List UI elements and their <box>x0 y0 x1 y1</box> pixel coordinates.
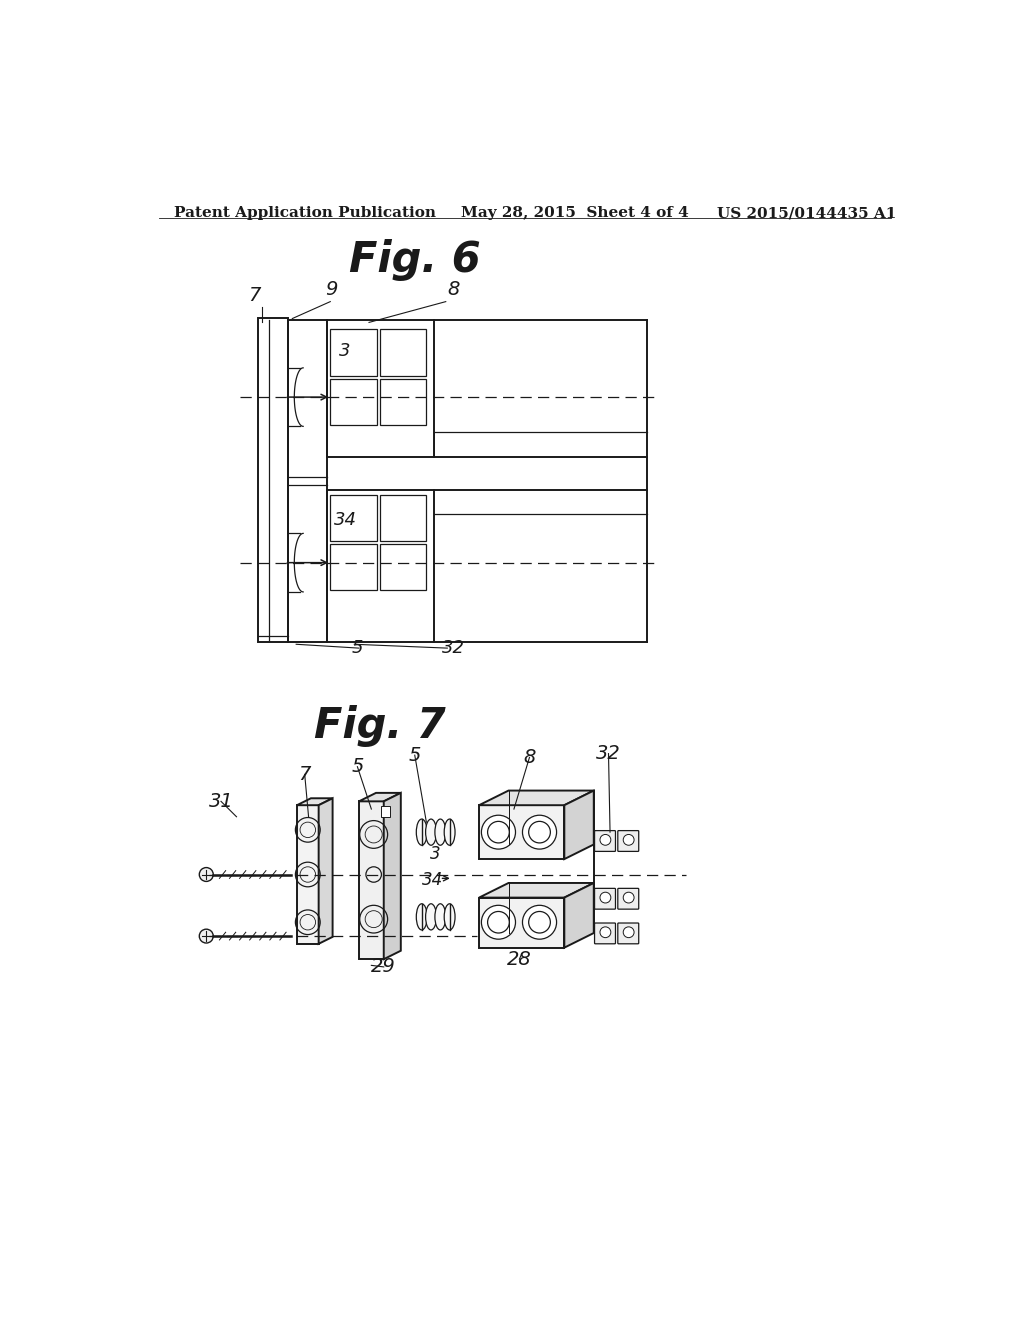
FancyBboxPatch shape <box>617 888 639 909</box>
Text: 32: 32 <box>442 639 465 657</box>
Text: 28: 28 <box>507 949 531 969</box>
Circle shape <box>624 834 634 845</box>
Text: 32: 32 <box>596 744 621 763</box>
Circle shape <box>481 816 515 849</box>
FancyBboxPatch shape <box>595 923 615 944</box>
Polygon shape <box>297 805 318 944</box>
Ellipse shape <box>426 904 436 929</box>
Text: 8: 8 <box>523 748 536 767</box>
Polygon shape <box>479 898 564 948</box>
Polygon shape <box>381 807 390 817</box>
Circle shape <box>200 867 213 882</box>
Text: May 28, 2015  Sheet 4 of 4: May 28, 2015 Sheet 4 of 4 <box>461 206 689 220</box>
Text: 5: 5 <box>351 758 364 776</box>
Polygon shape <box>479 805 564 859</box>
Circle shape <box>600 834 611 845</box>
Text: Patent Application Publication: Patent Application Publication <box>174 206 436 220</box>
Polygon shape <box>359 801 384 960</box>
Text: 34: 34 <box>334 511 356 529</box>
Polygon shape <box>564 883 594 948</box>
FancyBboxPatch shape <box>595 830 615 851</box>
Text: 3: 3 <box>430 845 441 863</box>
Text: Fig. 6: Fig. 6 <box>349 239 480 281</box>
Circle shape <box>200 929 213 942</box>
Text: 31: 31 <box>209 792 233 810</box>
Text: 29: 29 <box>372 957 396 977</box>
Polygon shape <box>479 883 594 898</box>
Text: 9: 9 <box>326 280 338 300</box>
Polygon shape <box>297 799 333 805</box>
Circle shape <box>600 927 611 937</box>
Ellipse shape <box>444 818 455 845</box>
Text: US 2015/0144435 A1: US 2015/0144435 A1 <box>717 206 896 220</box>
Polygon shape <box>479 791 594 805</box>
Ellipse shape <box>444 904 455 929</box>
Ellipse shape <box>435 818 445 845</box>
Text: 5: 5 <box>351 639 364 657</box>
Ellipse shape <box>435 904 445 929</box>
Ellipse shape <box>417 818 427 845</box>
Circle shape <box>624 927 634 937</box>
Text: 8: 8 <box>447 280 460 300</box>
Polygon shape <box>384 793 400 960</box>
Circle shape <box>522 906 557 940</box>
Text: 3: 3 <box>339 342 351 359</box>
Circle shape <box>600 892 611 903</box>
FancyBboxPatch shape <box>617 830 639 851</box>
Polygon shape <box>359 793 400 801</box>
Polygon shape <box>564 791 594 859</box>
Text: Fig. 7: Fig. 7 <box>314 705 445 747</box>
Text: 7: 7 <box>299 764 311 784</box>
FancyBboxPatch shape <box>595 888 615 909</box>
Ellipse shape <box>426 818 436 845</box>
Polygon shape <box>318 799 333 944</box>
Ellipse shape <box>417 904 427 929</box>
Text: 5: 5 <box>409 746 421 764</box>
FancyBboxPatch shape <box>617 923 639 944</box>
Circle shape <box>481 906 515 940</box>
Circle shape <box>522 816 557 849</box>
Text: 7: 7 <box>248 286 260 305</box>
Text: 34: 34 <box>422 871 443 890</box>
Circle shape <box>624 892 634 903</box>
